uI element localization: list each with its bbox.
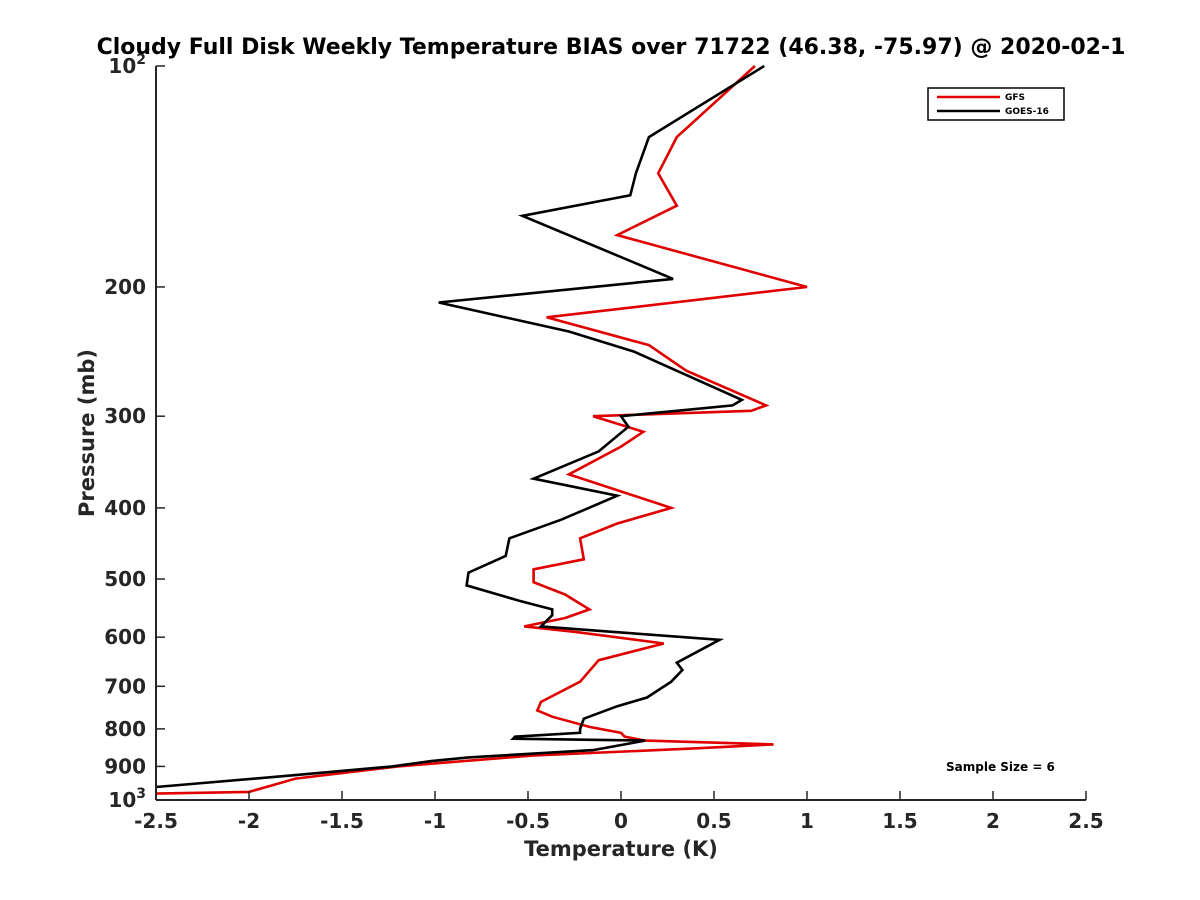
y-tick-label: 900 [104,754,146,778]
y-tick-label: 600 [104,625,146,649]
legend-box [927,87,1065,121]
legend-label-gfs: GFS [1005,93,1025,103]
y-tick-label: 300 [104,404,146,428]
x-tick-label: 2.5 [1068,809,1103,833]
y-tick-label: 103 [108,786,146,812]
x-axis-ticks: -2.5 -2 -1.5 -1 -0.5 0 0.5 1 1.5 2 2.5 [134,791,1104,833]
legend: GFS GOES-16 [927,87,1065,121]
y-tick-label: 700 [104,674,146,698]
y-axis-ticks: 102 200 300 400 500 600 700 800 900 103 [104,52,165,812]
y-axis-title: Pressure (mb) [75,349,99,517]
x-tick-label: 0.5 [696,809,731,833]
y-tick-label: 400 [104,496,146,520]
x-tick-label: 2 [986,809,1000,833]
y-tick-label: 800 [104,717,146,741]
x-tick-label: -0.5 [506,809,550,833]
x-tick-label: 1 [800,809,814,833]
y-tick-label: 500 [104,567,146,591]
x-tick-label: -1 [424,809,446,833]
x-tick-label: 1.5 [882,809,917,833]
plot-lines [156,64,808,795]
sample-size-annotation: Sample Size = 6 [946,760,1055,774]
x-axis-title: Temperature (K) [524,837,718,861]
x-tick-label: -2.5 [134,809,178,833]
legend-label-goes16: GOES-16 [1005,107,1049,117]
x-tick-label: -1.5 [320,809,364,833]
series-line-gfs [156,65,808,795]
y-tick-label: 102 [108,52,146,78]
chart-title: Cloudy Full Disk Weekly Temperature BIAS… [97,35,1126,60]
series-line-goes-16 [156,64,765,789]
x-tick-label: -2 [238,809,260,833]
y-tick-label: 200 [104,275,146,299]
x-tick-label: 0 [614,809,628,833]
